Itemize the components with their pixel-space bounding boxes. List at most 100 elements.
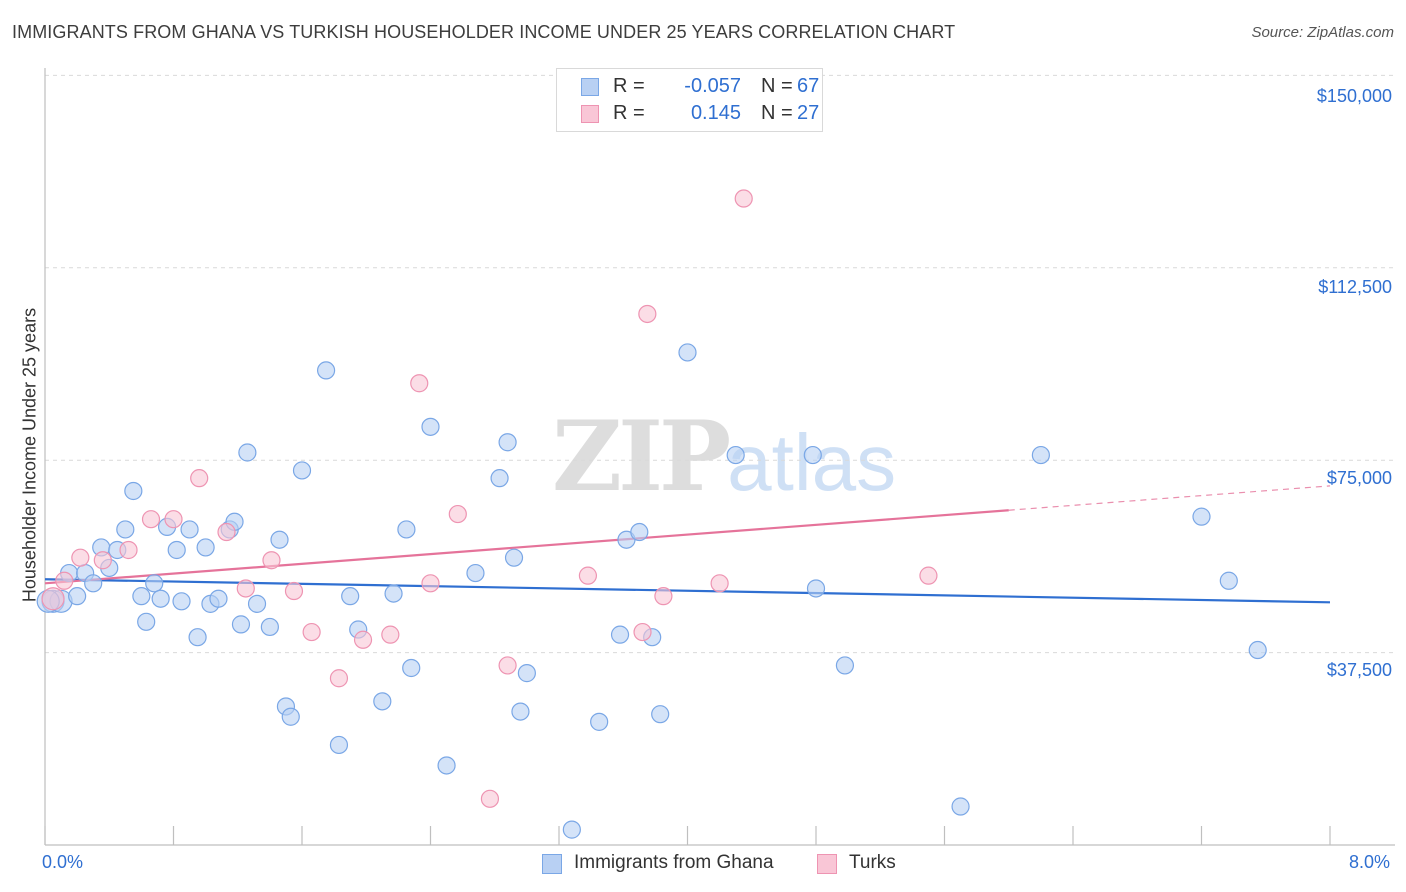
turks-point [71,548,90,567]
ghana-point [1031,445,1050,465]
x-tick-label-min: 0.0% [42,852,84,872]
ghana-point [590,712,609,731]
legend-swatch-turks [581,105,599,123]
ghana-point [630,522,649,542]
turks-point [329,669,349,688]
ghana-point [260,617,279,637]
turks-point [448,504,467,524]
ghana-point [316,361,336,380]
ghana-point [329,735,349,755]
turks-point [353,630,373,649]
correlation-legend: R = -0.057 N = 67 R = 0.145 N = 27 [556,68,823,132]
legend-n-label: N = [761,102,793,124]
ghana-point [806,579,826,598]
ghana-point [151,589,170,608]
turks-point [190,469,209,488]
turks-trend-line-extension [1008,485,1331,511]
bottom-legend-turks: Turks [817,852,917,876]
ghana-point [397,520,416,539]
turks-point [734,189,753,208]
ghana-point [180,520,199,539]
turks-point [498,656,517,675]
turks-point [119,540,138,560]
ghana-point [384,584,403,603]
ghana-point [678,343,697,362]
turks-point [93,551,112,570]
ghana-point [562,820,581,839]
ghana-trend-line [44,578,1331,604]
ghana-point [835,656,855,675]
ghana-point [1248,640,1267,660]
grid-lines [45,74,1395,654]
turks-point [262,551,281,570]
turks-point [217,522,236,542]
watermark-zip: ZIP [552,400,731,513]
ghana-point [511,702,530,721]
turks-point [410,374,429,393]
turks-point [919,566,938,585]
turks-point [480,789,500,808]
ghana-point [196,538,215,557]
turks-point [164,510,183,529]
ghana-point [292,461,312,480]
ghana-point [504,548,524,567]
turks-point [236,579,255,598]
ghana-point [247,594,267,613]
ghana-point [437,756,456,775]
bottom-legend-label-ghana: Immigrants from Ghana [574,852,774,873]
ghana-point [1192,507,1211,526]
bottom-legend-swatch-turks [817,854,837,874]
ghana-point [188,628,207,647]
turks-point [55,571,74,590]
ghana-point [610,625,630,644]
turks-point [578,566,598,585]
turks-point [141,510,161,529]
bottom-legend-label-turks: Turks [849,852,896,873]
x-tick-label-max: 8.0% [1349,852,1391,872]
ghana-point [124,481,143,501]
y-tick-label: $75,000 [1326,468,1392,488]
ghana-point [84,574,103,593]
turks-point [710,574,729,593]
ghana-point [137,612,156,631]
ghana-point [402,658,421,678]
turks-point [41,587,65,611]
ghana-point [651,705,670,724]
ghana-point [498,433,517,452]
ghana-point [209,589,228,608]
turks-point [654,587,673,606]
legend-r-label: R = [613,102,645,124]
y-axis-label: Householder Income Under 25 years [19,307,40,603]
ghana-point [231,615,251,634]
ghana-point [238,443,257,462]
legend-n-label: N = [761,75,793,97]
trend-lines [44,485,1331,604]
legend-r-value: 0.145 [690,102,741,124]
axes [44,68,1395,846]
legend-r-label: R = [613,75,645,97]
legend-swatch-ghana [581,78,599,96]
ghana-point [1219,571,1238,590]
ghana-point [803,445,822,465]
legend-r-value: -0.057 [684,75,741,97]
ghana-point [270,530,289,549]
ghana-point [167,540,186,560]
ghana-point [341,587,360,606]
turks-point [284,581,304,601]
data-points [36,189,1267,839]
ghana-point [116,520,135,539]
ghana-point [490,469,509,488]
y-tick-label: $150,000 [1316,86,1392,106]
watermark: ZIPatlas [552,400,896,513]
ghana-point [132,587,151,606]
ghana-point [466,563,485,583]
y-tick-label: $37,500 [1326,660,1392,680]
turks-point [421,574,440,593]
ghana-point [421,417,440,436]
chart-title: IMMIGRANTS FROM GHANA VS TURKISH HOUSEHO… [12,22,956,42]
legend-n-value: 67 [797,75,820,97]
source-credit: Source: ZipAtlas.com [1251,24,1394,41]
ghana-point [68,587,87,606]
bottom-legend-swatch-ghana [542,854,562,874]
